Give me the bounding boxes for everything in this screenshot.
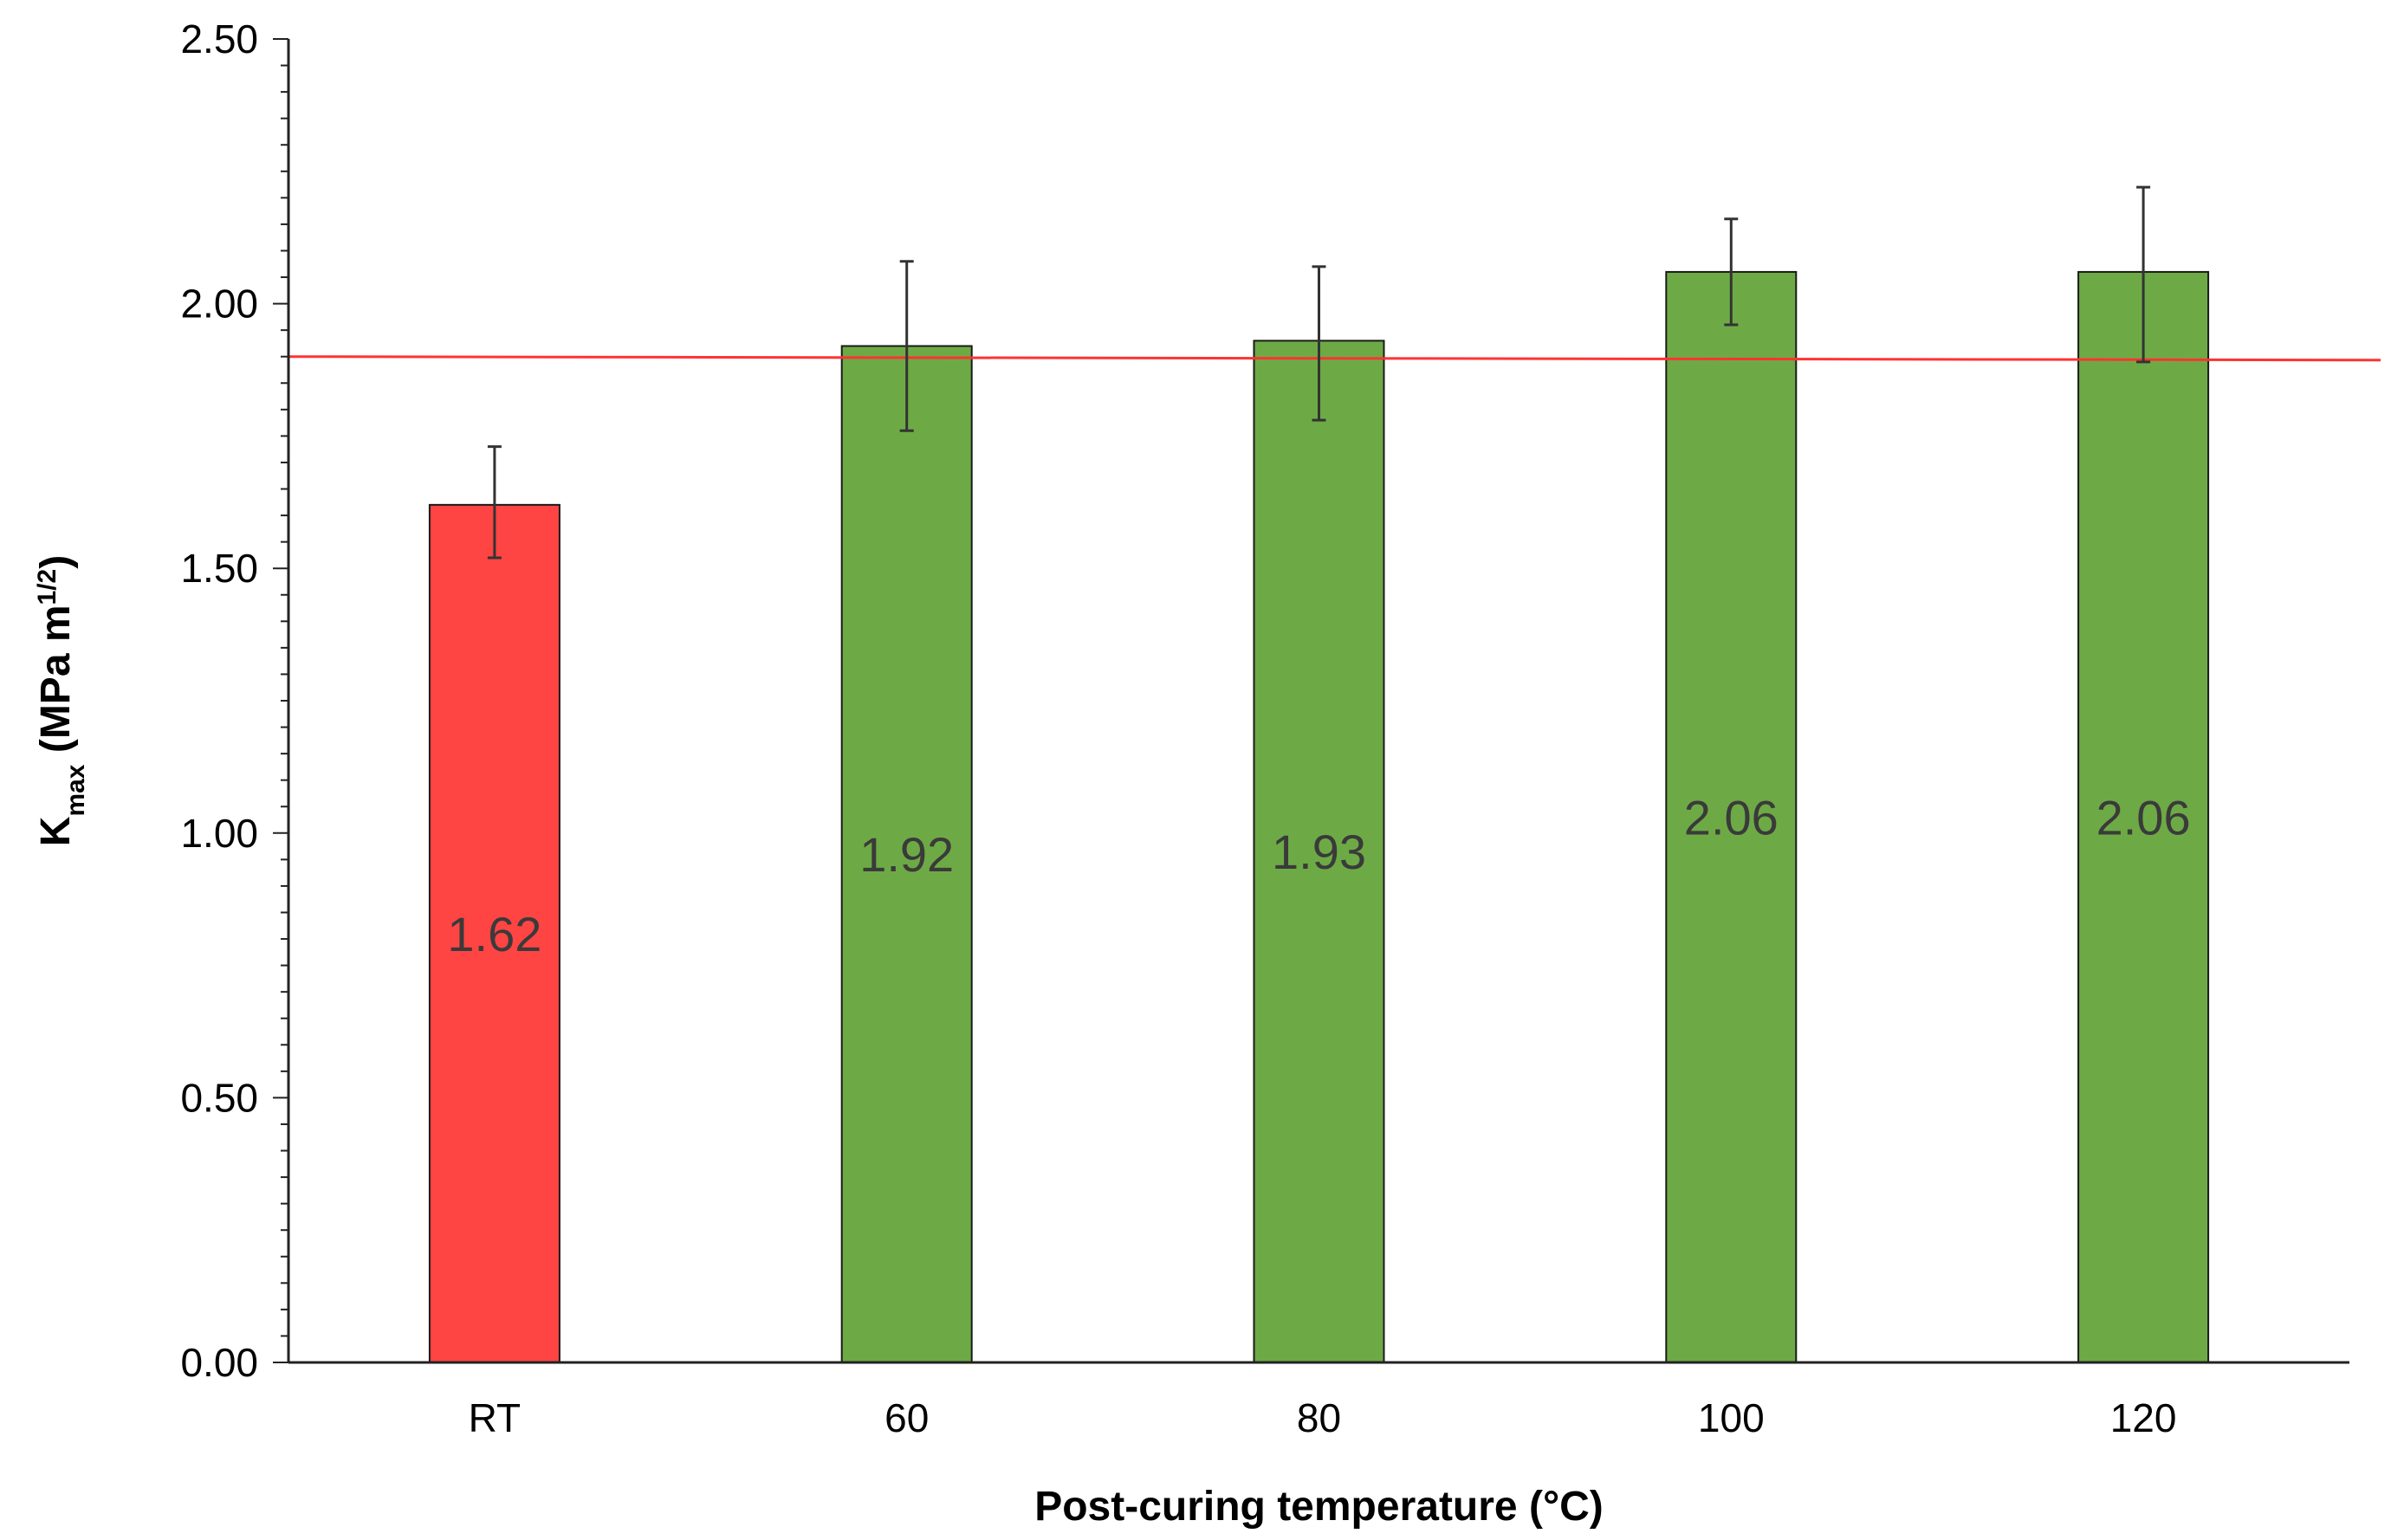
y-axis-title-main: K <box>33 816 79 846</box>
x-tick-label-80: 80 <box>1297 1395 1341 1440</box>
y-axis-title-sup: 1/2 <box>33 569 62 605</box>
reference-line-group <box>288 355 2381 362</box>
y-axis-title-unit: (MPa m <box>33 605 79 764</box>
y-axis-title-sub: max <box>62 764 90 816</box>
reference-line <box>288 355 2381 362</box>
x-tick-label-60: 60 <box>884 1395 929 1440</box>
y-tick-label: 2.50 <box>180 16 258 61</box>
y-tick-label: 0.50 <box>180 1075 258 1120</box>
data-labels-group: 1.62 1.92 1.93 2.06 2.06 <box>447 790 2190 961</box>
x-tick-label-RT: RT <box>469 1395 522 1440</box>
y-axis-title: Kmax (MPa m1/2) <box>33 555 90 846</box>
data-label-60: 1.92 <box>859 827 954 882</box>
bar-60 <box>840 345 973 1364</box>
x-tick-label-100: 100 <box>1698 1395 1765 1440</box>
bar-100 <box>1665 270 1798 1364</box>
bars-group <box>428 270 2210 1364</box>
data-label-100: 2.06 <box>1684 790 1779 844</box>
x-tick-label-120: 120 <box>2110 1395 2177 1440</box>
axes-group: RT 60 80 100 120 0.00 0.50 1.00 1.50 2.00 2.50 <box>180 16 2349 1440</box>
y-tick-label: 2.00 <box>180 281 258 327</box>
x-axis-title: Post-curing temperature (°C) <box>1034 1484 1604 1530</box>
y-tick-label: 0.00 <box>180 1340 258 1385</box>
y-tick-label: 1.50 <box>180 546 258 591</box>
data-label-120: 2.06 <box>2096 790 2191 844</box>
bar-120 <box>2077 270 2210 1364</box>
bar-RT <box>428 503 560 1363</box>
data-label-80: 1.93 <box>1272 825 1366 879</box>
y-tick-label: 1.00 <box>180 811 258 856</box>
y-axis-title-unit-end: ) <box>33 555 79 569</box>
error-bars-group <box>487 185 2151 560</box>
data-label-RT: 1.62 <box>447 907 541 961</box>
